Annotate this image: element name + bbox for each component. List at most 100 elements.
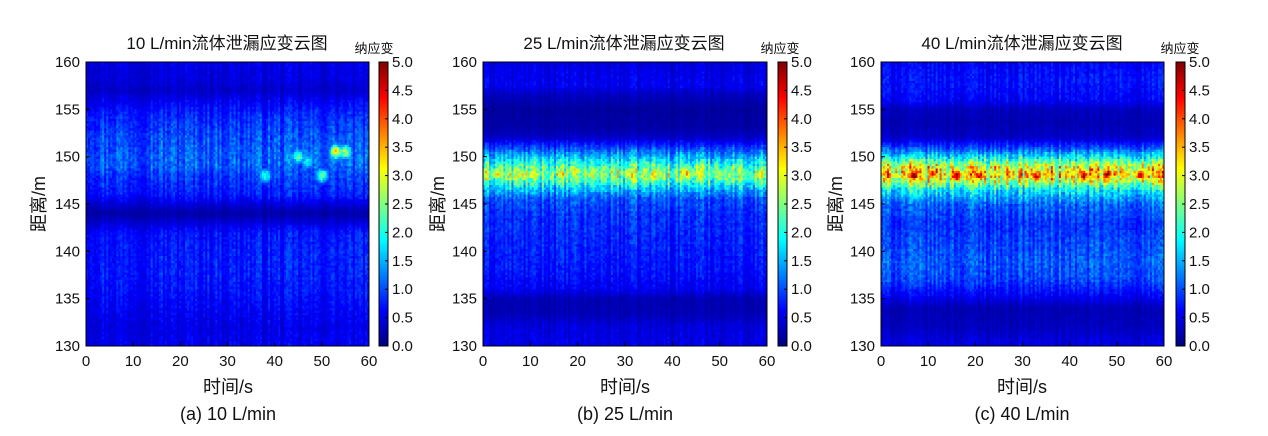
heatmap-cell [144,76,148,80]
heatmap-cell [189,71,192,75]
heatmap-cell [280,83,283,87]
heatmap-cell [197,85,200,89]
heatmap-cell [243,95,247,99]
heatmap-cell [146,80,150,84]
heatmap-cell [330,66,334,70]
heatmap-cell [227,80,231,84]
heatmap-cell [100,62,103,65]
heatmap-cell [189,76,192,80]
heatmap-cell [92,69,95,73]
heatmap-cell [308,64,311,68]
heatmap-cell [185,66,188,70]
heatmap-cell [215,88,218,91]
heatmap-cell [286,76,289,80]
heatmap-cell [257,83,261,87]
heatmap-cell [273,92,277,96]
heatmap-cell [166,85,170,89]
heatmap-cell [267,64,271,68]
heatmap-cell [183,69,186,73]
heatmap-cell [306,85,309,89]
heatmap-cell [203,85,206,89]
heatmap-cell [253,78,257,82]
heatmap-cell [174,92,178,96]
heatmap-cell [170,97,174,101]
heatmap-cell [296,71,299,75]
heatmap-cell [322,76,326,80]
heatmap-cell [350,83,354,87]
heatmap-cell [134,64,138,68]
heatmap-cell [110,97,113,101]
heatmap-cell [269,78,273,82]
heatmap-cell [259,95,263,99]
heatmap-cell [332,71,336,75]
heatmap-cell [120,83,123,87]
heatmap-cell [116,78,119,82]
heatmap-cell [193,97,196,101]
heatmap-cell [261,78,265,82]
heatmap-cell [290,76,293,80]
heatmap-cell [162,69,166,73]
heatmap-cell [352,78,356,82]
heatmap-cell [326,64,330,68]
heatmap-cell [138,73,142,77]
heatmap-cell [239,92,243,96]
heatmap-cell [181,78,184,82]
heatmap-cell [302,71,305,75]
heatmap-cell [178,80,182,84]
heatmap-cell [217,80,221,84]
heatmap-cell [227,71,231,75]
heatmap-cell [284,92,287,96]
heatmap-cell [100,64,103,68]
heatmap-cell [352,71,356,75]
heatmap-cell [255,62,259,65]
heatmap-cell [168,66,172,70]
heatmap-cell [183,73,186,77]
heatmap-cell [362,95,366,99]
panel-a: 10 L/min流体泄漏应变云图 纳应变 0 10 20 30 40 50 60130135… [29,34,413,424]
heatmap-cell [146,71,150,75]
heatmap-cell [110,95,113,99]
heatmap-cell [282,90,285,94]
heatmap-cell [288,92,291,96]
heatmap-cell [284,83,287,87]
heatmap-cell [128,66,132,70]
heatmap-cell [348,83,352,87]
heatmap-cell [362,73,366,77]
heatmap-cell [310,62,313,65]
heatmap-cell [288,66,291,70]
heatmap-cell [306,71,309,75]
heatmap-cell [116,80,119,84]
heatmap-cell [320,92,324,96]
heatmap-cell [148,78,152,82]
heatmap-cell [251,92,255,96]
heatmap-cell [122,73,126,77]
heatmap-cell [128,80,132,84]
heatmap-cell [116,64,119,68]
heatmap-cell [312,83,316,87]
heatmap-cell [199,78,202,82]
heatmap-cell [98,76,101,80]
heatmap-cell [336,85,340,89]
heatmap-cell [187,71,190,75]
heatmap-cell [292,76,295,80]
heatmap-cell [158,76,162,80]
heatmap-cell [170,83,174,87]
heatmap-cell [201,73,204,77]
heatmap-cell [308,85,311,89]
heatmap-cell [249,95,253,99]
heatmap-cell [245,85,249,89]
heatmap-cell [185,76,188,80]
heatmap-cell [205,95,208,99]
heatmap-cell [185,78,188,82]
heatmap-cell [96,73,99,77]
heatmap-cell [120,71,123,75]
heatmap-cell [276,64,279,68]
heatmap-cell [245,97,249,101]
heatmap-cell [178,83,182,87]
heatmap-cell [350,71,354,75]
heatmap-cell [108,78,111,82]
heatmap-cell [162,78,166,82]
heatmap-cell [243,71,247,75]
heatmap-cell [223,90,227,94]
heatmap-cell [88,69,91,73]
